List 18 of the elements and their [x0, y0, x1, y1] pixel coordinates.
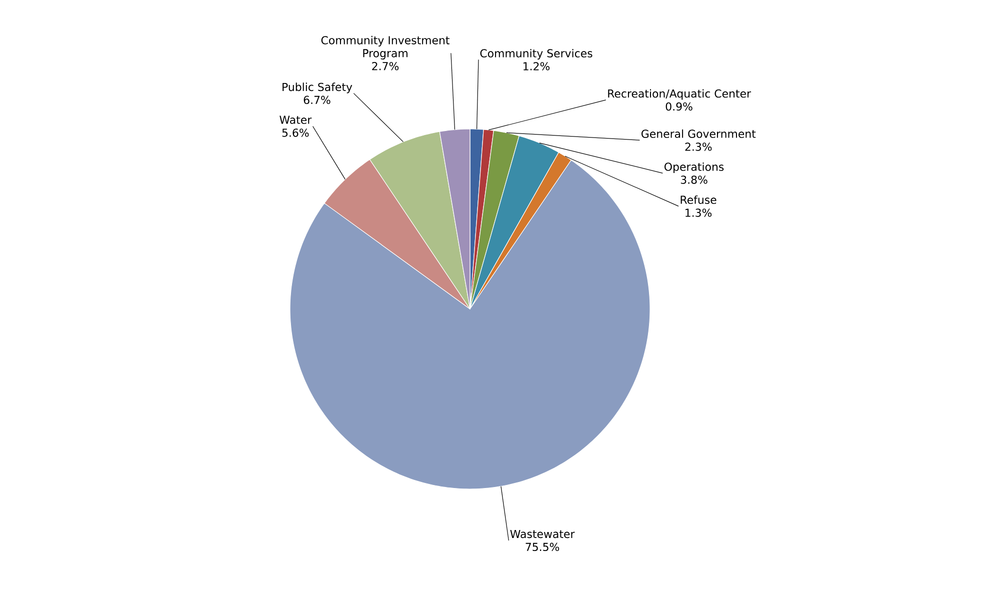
slice-label: Operations: [664, 162, 724, 174]
data-label: 2.3%: [685, 142, 712, 151]
data-label: 2.7%: [372, 62, 399, 70]
slice-label: Community Services: [480, 48, 592, 60]
data-label: 1.3%: [686, 208, 712, 217]
slice-label: Public Safety: [282, 82, 352, 94]
slice-label: Refuse: [680, 195, 716, 204]
slice-label: Community Investment Program: [321, 36, 450, 60]
data-label: 3.8%: [680, 176, 708, 184]
slice-label: General Government: [642, 129, 756, 138]
data-label: 0.9%: [666, 102, 692, 111]
slice-label: Wastewater: [510, 530, 575, 538]
data-label: 1.2%: [524, 62, 550, 70]
data-label: 75.5%: [526, 542, 560, 552]
slice-label: Recreation/Aquatic Center: [608, 89, 752, 100]
data-label: 5.6%: [282, 128, 309, 137]
slice-label: Water: [280, 116, 312, 124]
data-label: 6.7%: [304, 96, 330, 104]
